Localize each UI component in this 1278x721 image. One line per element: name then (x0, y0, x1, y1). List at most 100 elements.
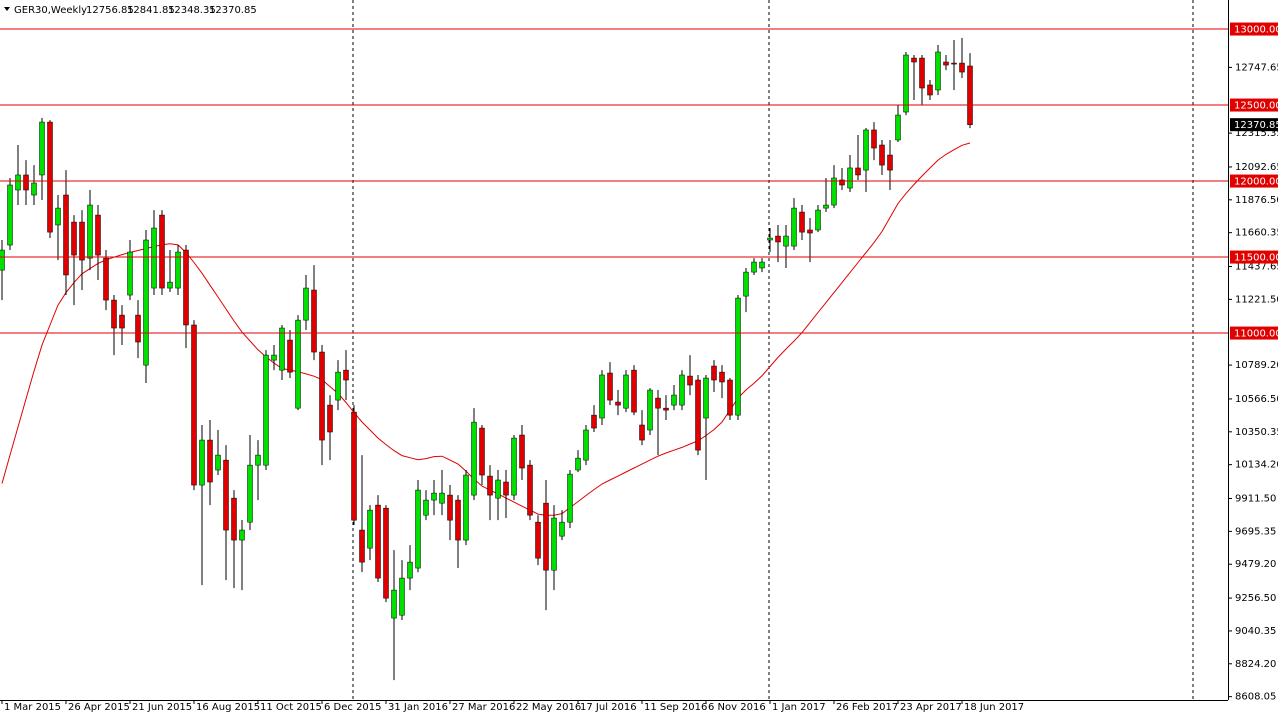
y-tick-label: 10566.50 (1235, 394, 1278, 405)
candle-body (967, 65, 973, 125)
candle-body (215, 454, 221, 471)
candle-body (471, 421, 477, 496)
candle-body (23, 174, 29, 191)
y-tick-label: 12315.35 (1235, 128, 1278, 139)
candle-body (95, 214, 101, 256)
candle-body (7, 184, 13, 246)
candle-body (479, 427, 485, 476)
candle-body (783, 235, 789, 247)
candle-body (871, 129, 877, 149)
candle-body (559, 521, 565, 537)
candle-body (503, 481, 509, 496)
y-tick-label: 11876.50 (1235, 195, 1278, 206)
x-tick-label: 26 Feb 2017 (836, 702, 898, 713)
candle-body (55, 207, 61, 226)
candle-body (135, 314, 141, 343)
candle-body (551, 517, 557, 571)
candle-body (343, 369, 349, 381)
candle-body (183, 249, 189, 326)
candle-body (847, 167, 853, 189)
candle-body (831, 177, 837, 206)
candle-body (599, 374, 605, 419)
candle-body (335, 371, 341, 401)
candle-body (799, 211, 805, 233)
candle-body (575, 457, 581, 471)
level-label: 11000.00 (1234, 329, 1278, 340)
candle-body (487, 475, 493, 496)
x-tick-label: 1 Jan 2017 (772, 702, 826, 713)
y-tick-label: 9911.50 (1235, 494, 1276, 505)
candle-body (543, 502, 549, 571)
level-tag (1230, 250, 1278, 264)
candle-body (279, 327, 285, 371)
y-tick-label: 11221.50 (1235, 294, 1278, 305)
candle-body (151, 227, 157, 289)
candle-body (615, 401, 621, 406)
candle-body (367, 509, 373, 549)
candle-body (815, 209, 821, 231)
candle-body (0, 249, 5, 271)
candle-body (887, 154, 893, 171)
level-label: 12000.00 (1234, 177, 1278, 188)
candle-body (679, 374, 685, 406)
candle-body (647, 389, 653, 431)
level-tag (1230, 22, 1278, 36)
candle-body (903, 54, 909, 113)
x-tick-label: 21 Jun 2015 (132, 702, 192, 713)
candle-body (511, 437, 517, 496)
candle-body (527, 464, 533, 516)
candle-body (727, 379, 733, 416)
candle-body (535, 521, 541, 559)
candle-body (143, 239, 149, 366)
candle-body (911, 57, 917, 63)
candle-body (935, 51, 941, 91)
candle-body (287, 339, 293, 373)
candle-body (919, 57, 925, 89)
candle-body (111, 299, 117, 329)
candle-body (255, 454, 261, 466)
candle-body (63, 194, 69, 276)
y-tick-label: 10789.20 (1235, 360, 1278, 371)
chart-title: GER30,Weekly (14, 5, 87, 16)
candle-body (863, 129, 869, 171)
x-tick-label: 6 Dec 2015 (324, 702, 382, 713)
candle-body (951, 62, 957, 65)
candle-body (247, 464, 253, 523)
y-tick-label: 8824.20 (1235, 659, 1276, 670)
candle-body (655, 397, 661, 409)
candle-body (879, 144, 885, 166)
candle-body (351, 411, 357, 521)
price-tag-label: 12370.85 (1234, 120, 1278, 131)
candle-body (327, 404, 333, 433)
level-tag (1230, 174, 1278, 188)
candle-body (591, 414, 597, 429)
candle-body (623, 374, 629, 409)
candle-body (383, 507, 389, 599)
candle-body (807, 229, 813, 234)
candle-body (823, 204, 829, 209)
x-tick-label: 6 Nov 2016 (708, 702, 766, 713)
x-tick-label: 11 Oct 2015 (260, 702, 322, 713)
level-label: 11500.00 (1234, 253, 1278, 264)
level-tag (1230, 326, 1278, 340)
y-tick-label: 12092.65 (1235, 162, 1278, 173)
y-tick-label: 11437.65 (1235, 262, 1278, 273)
x-tick-label: 26 Apr 2015 (68, 702, 130, 713)
candle-body (791, 207, 797, 247)
candle-body (79, 221, 85, 261)
price-tag (1230, 118, 1278, 132)
candle-body (743, 271, 749, 297)
y-tick-label: 10350.35 (1235, 427, 1278, 438)
x-tick-label: 11 Sep 2016 (644, 702, 707, 713)
candle-body (671, 394, 677, 406)
header-high: 12841.85 (127, 5, 175, 16)
candle-body (583, 429, 589, 461)
candle-body (15, 174, 21, 191)
candle-body (519, 434, 525, 469)
candle-body (399, 577, 405, 616)
candle-body (231, 497, 237, 541)
candle-body (735, 297, 741, 416)
level-label: 12500.00 (1234, 101, 1278, 112)
candle-body (31, 182, 37, 196)
